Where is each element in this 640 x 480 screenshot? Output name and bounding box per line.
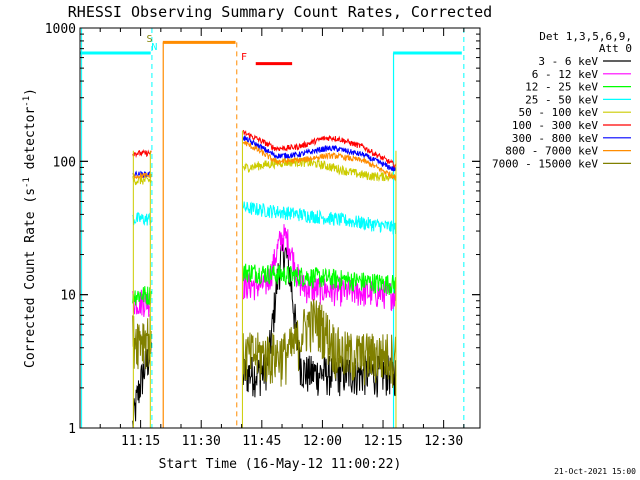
x-tick-label: 12:15 (363, 434, 402, 449)
series-line (132, 174, 152, 186)
series-line (132, 211, 152, 226)
legend-header-2: Att 0 (599, 42, 632, 55)
footer-date: 21-Oct-2021 15:00 (554, 467, 636, 476)
y-tick-label: 100 (53, 155, 76, 170)
series-line (242, 156, 397, 183)
legend-label: 800 - 7000 keV (505, 145, 598, 158)
legend-label: 12 - 25 keV (525, 81, 598, 94)
legend-label: 7000 - 15000 keV (492, 157, 598, 170)
legend-label: 300 - 800 keV (512, 132, 598, 145)
chart-title: RHESSI Observing Summary Count Rates, Co… (68, 3, 492, 21)
y-axis-label-sup2: -1 (22, 96, 32, 107)
y-tick-label: 10 (60, 289, 76, 304)
y-tick-label: 1 (68, 422, 76, 437)
x-tick-label: 11:30 (182, 434, 221, 449)
y-axis-label: Corrected Count Rate (s-1 detector-1) (22, 88, 38, 368)
plot-area: SN F (80, 28, 465, 429)
legend-label: 50 - 100 keV (519, 106, 599, 119)
legend-label: 6 - 12 keV (532, 68, 599, 81)
x-tick-label: 12:00 (303, 434, 342, 449)
flag-label-n: N (151, 42, 157, 53)
series-line (242, 201, 397, 235)
y-axis-label-mid: detector (23, 107, 38, 178)
series-line (242, 129, 397, 169)
series-line (132, 172, 152, 180)
series-line (132, 286, 152, 306)
series-line (132, 336, 152, 429)
series-line (242, 299, 397, 389)
flag-label-s: S (146, 34, 152, 45)
legend-label: 25 - 50 keV (525, 93, 598, 106)
flag-label-f: F (241, 52, 247, 63)
y-tick-label: 1000 (45, 22, 76, 37)
series-line (242, 134, 397, 172)
legend-label: 3 - 6 keV (538, 55, 598, 68)
legend-label: 100 - 300 keV (512, 119, 598, 132)
y-axis: 1 10 100 1000 (45, 22, 480, 437)
series-line (242, 263, 397, 296)
series-line (242, 140, 397, 181)
y-axis-label-end: ) (23, 88, 38, 96)
series-line (132, 170, 152, 179)
x-axis-label: Start Time (16-May-12 11:00:22) (159, 457, 402, 472)
y-axis-label-sup1: -1 (22, 177, 32, 188)
x-tick-label: 11:45 (242, 434, 281, 449)
series-line (132, 314, 152, 370)
series-line (132, 148, 152, 159)
legend-header-1: Det 1,3,5,6,9, (539, 30, 632, 43)
y-axis-label-main: Corrected Count Rate (s (23, 188, 38, 368)
plot-frame (79, 27, 481, 429)
x-tick-label: 12:30 (424, 434, 463, 449)
x-tick-label: 11:15 (121, 434, 160, 449)
series-line (242, 224, 397, 312)
x-axis: 11:15 11:30 11:45 12:00 12:15 12:30 (79, 28, 465, 449)
